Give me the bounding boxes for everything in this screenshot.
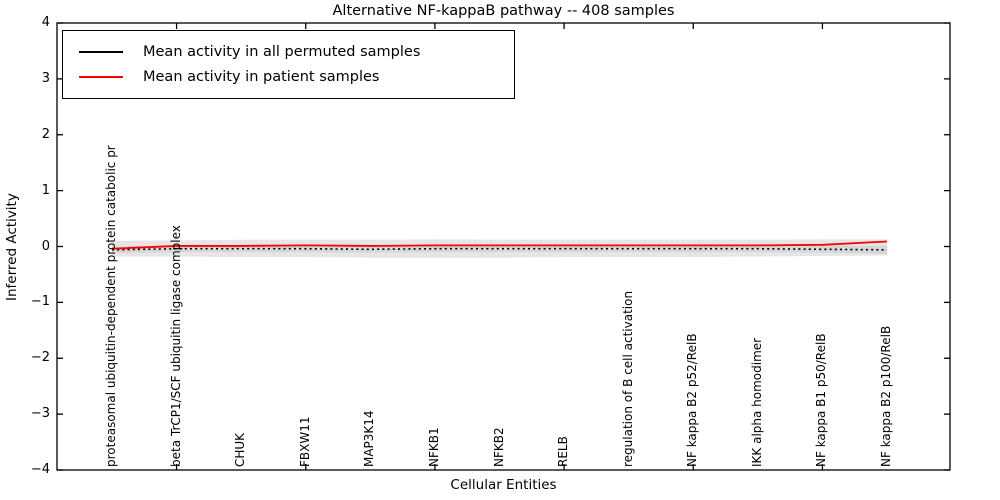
legend-item-patient: Mean activity in patient samples: [73, 69, 504, 85]
x-category-label: NF kappa B2 p52/RelB: [685, 333, 700, 467]
x-category-label: MAP3K14: [362, 410, 377, 467]
patient-samples-line-swatch: [79, 76, 123, 78]
x-category-label: NF kappa B2 p100/RelB: [879, 325, 893, 467]
y-tick-label: −1: [30, 294, 50, 310]
y-tick-label: 2: [41, 126, 50, 142]
permuted-samples-line-swatch: [79, 51, 123, 53]
x-category-label: NFKB2: [491, 427, 506, 467]
y-tick-label: 1: [41, 182, 50, 198]
x-category-label: regulation of B cell activation: [620, 290, 635, 467]
x-category-label: NFKB1: [426, 427, 441, 467]
x-category-label: CHUK: [233, 432, 248, 467]
x-category-label: RELB: [556, 436, 571, 467]
x-category-label: proteasomal ubiquitin-dependent protein …: [104, 145, 118, 467]
y-tick-label: −2: [30, 350, 50, 366]
x-category-label: NF kappa B1 p50/RelB: [814, 333, 829, 467]
x-category-label: beta TrCP1/SCF ubiquitin ligase complex: [168, 225, 183, 467]
series-line-1: [111, 240, 888, 250]
x-category-label: IKK alpha homodimer: [749, 337, 764, 467]
permuted-activity-inner-band: [112, 245, 887, 254]
legend-label-patient: Mean activity in patient samples: [143, 69, 380, 85]
x-category-label: FBXW11: [297, 416, 312, 468]
chart-title: Alternative NF-kappaB pathway -- 408 sam…: [332, 3, 675, 19]
y-tick-label: 4: [41, 15, 50, 30]
legend-label-permuted: Mean activity in all permuted samples: [143, 44, 421, 60]
x-axis-label: Cellular Entities: [450, 477, 557, 493]
legend-item-permuted: Mean activity in all permuted samples: [73, 44, 504, 60]
y-tick-label: −4: [30, 462, 50, 477]
y-tick-label: 3: [41, 70, 50, 86]
legend: Mean activity in all permuted samples Me…: [62, 30, 515, 99]
series-line-0: [111, 247, 888, 251]
y-tick-label: 0: [41, 238, 50, 254]
y-tick-label: −3: [30, 406, 50, 422]
